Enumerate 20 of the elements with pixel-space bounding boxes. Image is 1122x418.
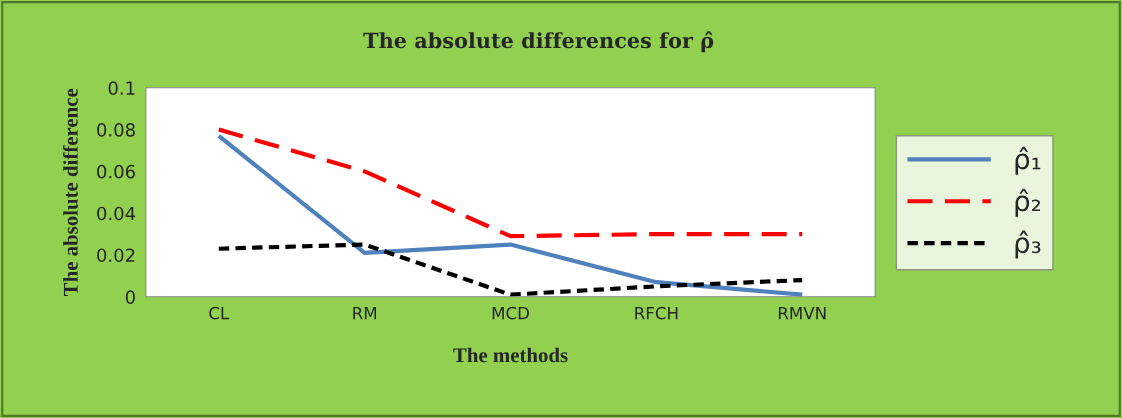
y-tick-label: 0.04 [97, 206, 136, 221]
x-tick-label: RM [353, 307, 376, 320]
line-series [216, 133, 805, 297]
y-tick-label: 0 [125, 290, 135, 304]
legend-label: ρ̂₂ [1015, 188, 1041, 217]
line-series [216, 127, 805, 239]
x-tick-label: RMVN [778, 307, 826, 320]
x-tick-label: MCD [492, 306, 529, 320]
chart-title: The absolute differences for ρ̂ [363, 31, 714, 53]
y-tick-label: 0.02 [97, 248, 135, 263]
x-tick-label: CL [209, 306, 230, 320]
line-series [216, 242, 805, 297]
y-axis-title: The absolute difference [62, 88, 78, 296]
y-tick-label: 0.06 [97, 164, 135, 179]
y-tick-label: 0.1 [108, 81, 135, 95]
x-axis-title: The methods [453, 347, 568, 363]
legend-label: ρ̂₃ [1015, 230, 1041, 259]
y-tick-label: 0.08 [97, 123, 135, 137]
x-tick-label: RFCH [635, 306, 678, 320]
legend-label: ρ̂₁ [1015, 146, 1041, 175]
